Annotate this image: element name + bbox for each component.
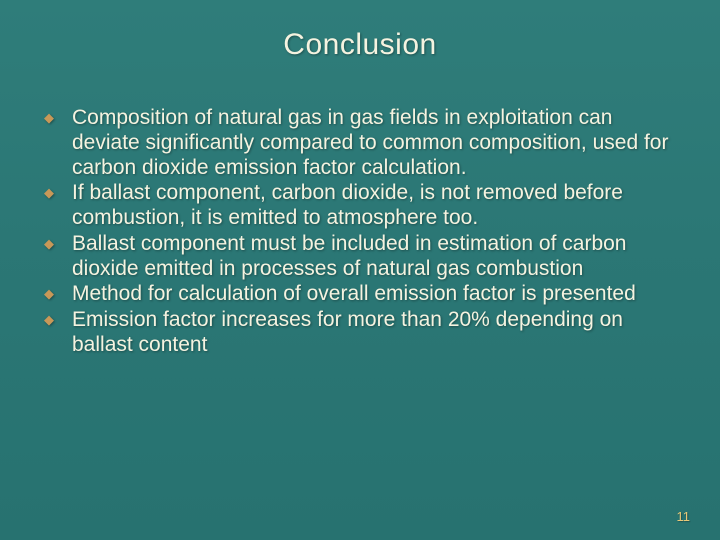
bullet-item: If ballast component, carbon dioxide, is… [38, 181, 678, 231]
bullet-item: Emission factor increases for more than … [38, 308, 678, 358]
bullet-list: Composition of natural gas in gas fields… [38, 106, 678, 358]
slide-container: Conclusion Composition of natural gas in… [0, 0, 720, 540]
bullet-item: Method for calculation of overall emissi… [38, 282, 678, 307]
bullet-item: Ballast component must be included in es… [38, 232, 678, 282]
slide-content: Composition of natural gas in gas fields… [0, 106, 720, 358]
slide-title: Conclusion [0, 28, 720, 62]
page-number: 11 [677, 509, 691, 524]
bullet-item: Composition of natural gas in gas fields… [38, 106, 678, 180]
